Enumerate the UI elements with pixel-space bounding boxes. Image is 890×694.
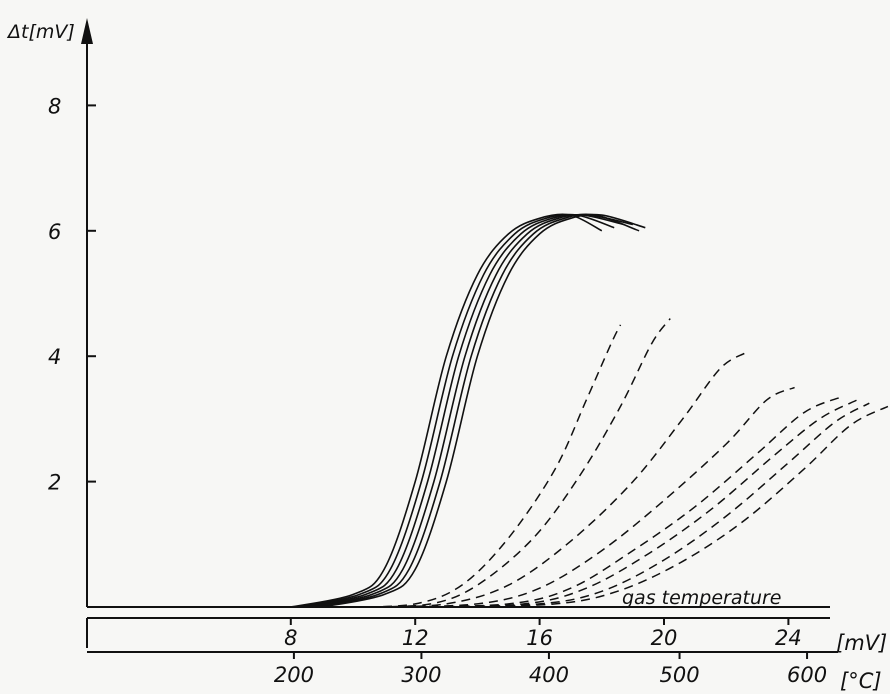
celsius-tick-label: 400 xyxy=(529,663,569,687)
dashed-curve-13 xyxy=(430,402,870,608)
mv-tick-label: 8 xyxy=(284,626,297,650)
dashed-curve-9 xyxy=(371,352,746,608)
y-ticks: 2 4 6 8 xyxy=(48,94,96,495)
celsius-ticks: 200300400500600700 xyxy=(274,652,827,687)
celsius-tick-label: 300 xyxy=(401,663,441,687)
mv-tick-label: 20 xyxy=(651,626,678,650)
solid-curve-6 xyxy=(321,213,646,608)
dashed-curve-11 xyxy=(399,396,842,608)
solid-curve-5 xyxy=(315,213,640,608)
celsius-tick-label: 200 xyxy=(274,663,314,687)
y-axis-arrow xyxy=(81,18,93,44)
dashed-curve-10 xyxy=(384,386,795,608)
mv-unit-label: [mV] xyxy=(836,631,887,655)
y-tick-label: 2 xyxy=(48,471,61,495)
solid-curve-1 xyxy=(290,213,603,608)
solid-curve-3 xyxy=(303,213,624,608)
y-tick-label: 8 xyxy=(48,94,61,118)
dashed-curve-14 xyxy=(446,405,889,608)
mv-tick-label: 12 xyxy=(402,626,429,650)
y-axis-label: Δt[mV] xyxy=(6,21,75,43)
mv-tick-label: 24 xyxy=(775,626,802,650)
mv-tick-label: 16 xyxy=(526,626,553,650)
dashed-curve-12 xyxy=(415,399,858,608)
x-axis-label: gas temperature xyxy=(622,587,782,609)
y-tick-label: 4 xyxy=(48,345,61,369)
dashed-curve-8 xyxy=(362,318,671,608)
solid-curve-4 xyxy=(309,213,634,608)
mv-ticks: 81216202428 xyxy=(86,618,802,650)
solid-curve-2 xyxy=(296,213,615,608)
celsius-tick-label: 500 xyxy=(660,663,700,687)
celsius-unit-label: [°C] xyxy=(840,669,882,693)
celsius-tick-label: 600 xyxy=(787,663,827,687)
curves xyxy=(290,213,889,608)
y-tick-label: 6 xyxy=(48,220,61,244)
dashed-curve-7 xyxy=(352,324,622,608)
